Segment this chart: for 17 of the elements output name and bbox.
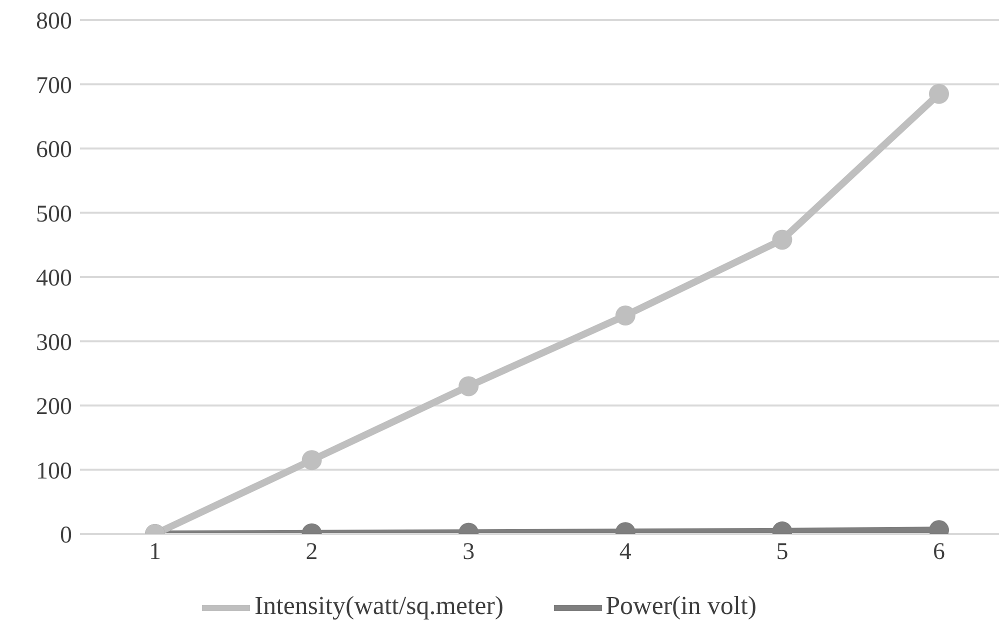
y-tick-label: 400 (36, 266, 72, 292)
y-tick-label: 200 (36, 394, 72, 420)
y-tick-label: 700 (36, 72, 72, 99)
legend-label: Power(in volt) (606, 590, 757, 620)
x-tick-label: 6 (933, 539, 945, 566)
y-tick-label: 100 (36, 458, 72, 484)
y-tick-label: 800 (36, 8, 72, 35)
y-tick-label: 600 (36, 137, 72, 164)
y-tick-label: 300 (36, 330, 72, 356)
x-tick-label: 1 (149, 539, 161, 566)
x-tick-label: 2 (306, 539, 318, 566)
y-tick-label: 500 (36, 201, 72, 228)
y-tick-label: 0 (60, 522, 72, 549)
legend-label: Intensity(watt/sq.meter) (254, 590, 504, 620)
x-tick-label: 5 (776, 539, 788, 566)
x-tick-label: 3 (462, 539, 475, 566)
x-tick-label: 4 (619, 539, 632, 566)
